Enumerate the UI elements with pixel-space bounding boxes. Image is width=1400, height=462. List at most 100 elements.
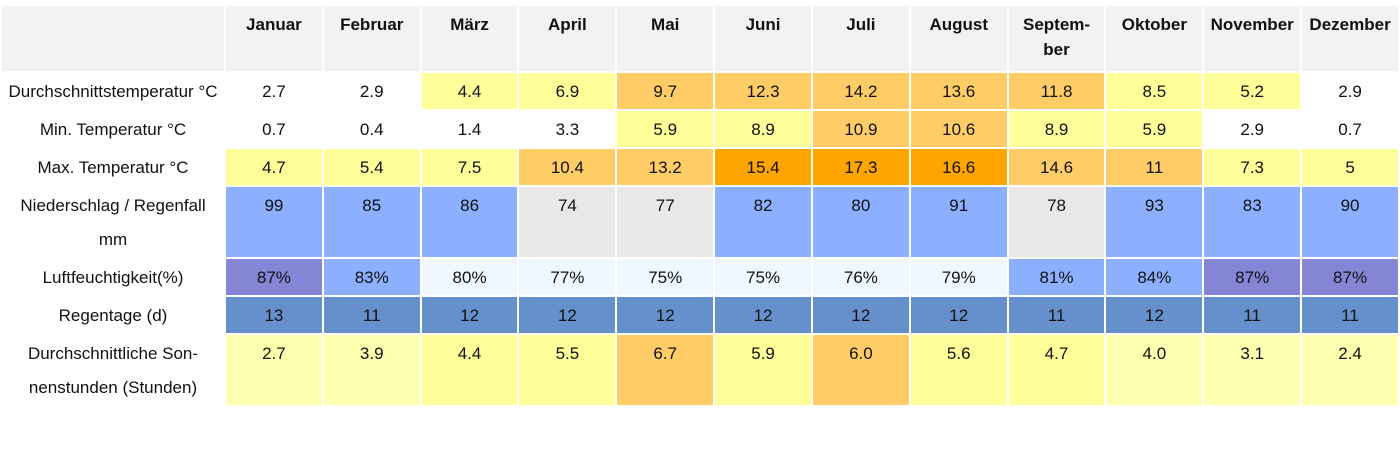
- data-row: Min. Temperatur °C 0.7 0.4 1.4 3.3 5.9 8.9 10.9…: [2, 111, 1398, 147]
- value-cell: 5: [1302, 149, 1398, 185]
- value-cell: 77: [617, 187, 714, 257]
- value-cell: 79%: [910, 259, 1007, 295]
- row-label: Max. Temperatur °C: [2, 149, 224, 185]
- value-cell: 5.4: [323, 149, 420, 185]
- value-cell: 14.2: [812, 73, 909, 109]
- row-label: Regentage (d): [2, 297, 224, 333]
- month-header: August: [910, 6, 1007, 71]
- value-cell: 12: [910, 297, 1007, 333]
- value-cell: 10.9: [812, 111, 909, 147]
- value-cell: 8.9: [1008, 111, 1105, 147]
- value-cell: 74: [519, 187, 616, 257]
- value-cell: 5.9: [715, 335, 811, 405]
- value-cell: 7.5: [421, 149, 518, 185]
- value-cell: 16.6: [910, 149, 1007, 185]
- data-row: Regentage (d) 13 11 12 12 12 12 12 12 11 12 11 11: [2, 297, 1398, 333]
- value-cell: 83: [1204, 187, 1301, 257]
- value-cell: 1.4: [421, 111, 518, 147]
- month-header: März: [421, 6, 518, 71]
- value-cell: 75%: [617, 259, 714, 295]
- value-cell: 12: [421, 297, 518, 333]
- value-cell: 11: [1106, 149, 1203, 185]
- value-cell: 93: [1106, 187, 1203, 257]
- value-cell: 90: [1302, 187, 1398, 257]
- value-cell: 4.4: [421, 335, 518, 405]
- value-cell: 8.5: [1106, 73, 1203, 109]
- value-cell: 0.7: [1302, 111, 1398, 147]
- value-cell: 17.3: [812, 149, 909, 185]
- value-cell: 87%: [1302, 259, 1398, 295]
- value-cell: 91: [910, 187, 1007, 257]
- value-cell: 99: [226, 187, 322, 257]
- value-cell: 11: [1204, 297, 1301, 333]
- month-header: April: [519, 6, 616, 71]
- value-cell: 12.3: [715, 73, 811, 109]
- value-cell: 4.0: [1106, 335, 1203, 405]
- row-label: Niederschlag / Regenfall mm: [2, 187, 224, 257]
- value-cell: 0.7: [226, 111, 322, 147]
- header-row: Januar Februar März April Mai Juni Juli August S…: [2, 6, 1398, 71]
- value-cell: 87%: [226, 259, 322, 295]
- month-header: Dezember: [1302, 6, 1398, 71]
- value-cell: 83%: [323, 259, 420, 295]
- value-cell: 13: [226, 297, 322, 333]
- value-cell: 2.7: [226, 73, 322, 109]
- value-cell: 76%: [812, 259, 909, 295]
- value-cell: 9.7: [617, 73, 714, 109]
- row-label: Luftfeuchtigkeit(%): [2, 259, 224, 295]
- value-cell: 5.2: [1204, 73, 1301, 109]
- row-label: Durchschnittstemperatur °C: [2, 73, 224, 109]
- value-cell: 85: [323, 187, 420, 257]
- value-cell: 84%: [1106, 259, 1203, 295]
- month-header: Novem­ber: [1204, 6, 1301, 71]
- value-cell: 12: [812, 297, 909, 333]
- value-cell: 2.4: [1302, 335, 1398, 405]
- month-header: Januar: [226, 6, 322, 71]
- value-cell: 10.6: [910, 111, 1007, 147]
- climate-table: Januar Februar März April Mai Juni Juli August S…: [0, 4, 1400, 407]
- value-cell: 6.7: [617, 335, 714, 405]
- value-cell: 5.9: [617, 111, 714, 147]
- value-cell: 81%: [1008, 259, 1105, 295]
- row-label: Durchschnittliche Son­nenstunden (Stunde…: [2, 335, 224, 405]
- value-cell: 11: [323, 297, 420, 333]
- value-cell: 8.9: [715, 111, 811, 147]
- value-cell: 6.9: [519, 73, 616, 109]
- data-row: Luftfeuchtigkeit(%) 87% 83% 80% 77% 75% 75% 76%…: [2, 259, 1398, 295]
- value-cell: 5.5: [519, 335, 616, 405]
- data-row: Durchschnittstemperatur °C 2.7 2.9 4.4 6.9 9.…: [2, 73, 1398, 109]
- value-cell: 75%: [715, 259, 811, 295]
- value-cell: 11: [1008, 297, 1105, 333]
- value-cell: 12: [617, 297, 714, 333]
- month-header: Septem­ber: [1008, 6, 1105, 71]
- value-cell: 82: [715, 187, 811, 257]
- value-cell: 6.0: [812, 335, 909, 405]
- value-cell: 12: [519, 297, 616, 333]
- month-header: Juni: [715, 6, 811, 71]
- value-cell: 80: [812, 187, 909, 257]
- month-header: Juli: [812, 6, 909, 71]
- value-cell: 2.9: [323, 73, 420, 109]
- value-cell: 4.7: [1008, 335, 1105, 405]
- value-cell: 0.4: [323, 111, 420, 147]
- value-cell: 2.9: [1204, 111, 1301, 147]
- data-row: Max. Temperatur °C 4.7 5.4 7.5 10.4 13.2 15.4 1…: [2, 149, 1398, 185]
- value-cell: 5.6: [910, 335, 1007, 405]
- value-cell: 10.4: [519, 149, 616, 185]
- value-cell: 4.4: [421, 73, 518, 109]
- value-cell: 3.3: [519, 111, 616, 147]
- value-cell: 13.2: [617, 149, 714, 185]
- value-cell: 14.6: [1008, 149, 1105, 185]
- value-cell: 87%: [1204, 259, 1301, 295]
- value-cell: 77%: [519, 259, 616, 295]
- data-row: Durchschnittliche Son­nenstunden (Stunde…: [2, 335, 1398, 405]
- value-cell: 15.4: [715, 149, 811, 185]
- value-cell: 4.7: [226, 149, 322, 185]
- month-header: Februar: [323, 6, 420, 71]
- value-cell: 80%: [421, 259, 518, 295]
- value-cell: 12: [715, 297, 811, 333]
- value-cell: 3.9: [323, 335, 420, 405]
- value-cell: 3.1: [1204, 335, 1301, 405]
- value-cell: 5.9: [1106, 111, 1203, 147]
- data-row: Niederschlag / Regenfall mm 99 85 86 74 77 82 8…: [2, 187, 1398, 257]
